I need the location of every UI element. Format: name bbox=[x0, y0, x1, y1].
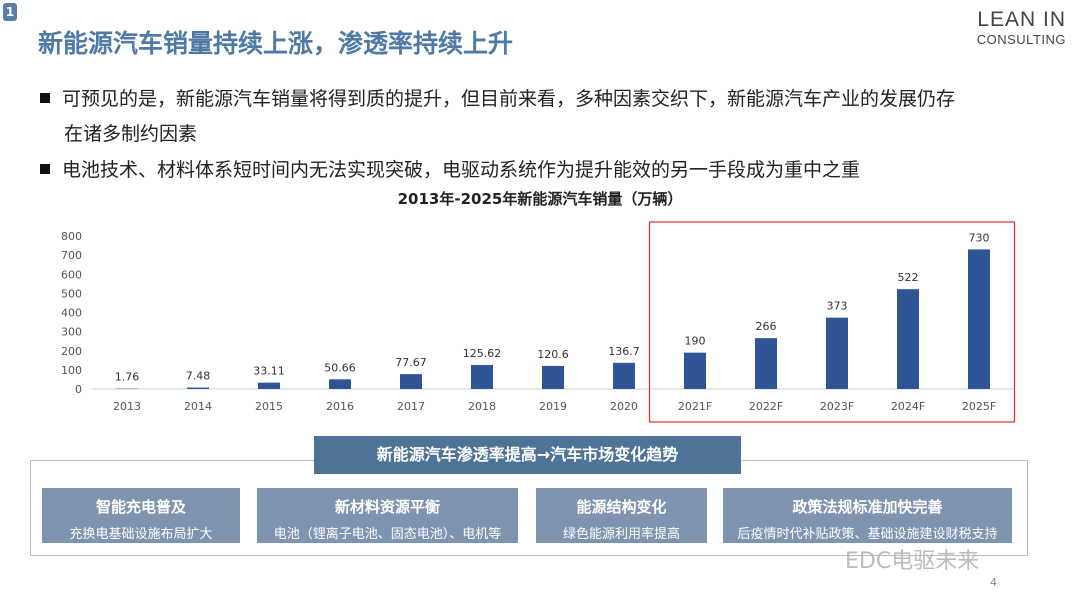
slide-title: 新能源汽车销量持续上涨，渗透率持续上升 bbox=[38, 29, 514, 58]
bar-2016 bbox=[329, 379, 351, 389]
bar-2014 bbox=[187, 387, 209, 389]
y-tick-label: 800 bbox=[61, 230, 82, 243]
data-label: 190 bbox=[685, 335, 706, 348]
bullet-text: 可预见的是，新能源汽车销量将得到质的提升，但目前来看，多种因素交织下，新能源汽车… bbox=[62, 88, 956, 110]
x-tick-label: 2014 bbox=[184, 400, 212, 413]
y-tick-label: 700 bbox=[61, 249, 82, 262]
bar-2025F bbox=[968, 249, 990, 389]
logo-line1: LEAN IN bbox=[977, 8, 1066, 31]
x-tick-label: 2023F bbox=[820, 400, 854, 413]
card-subtitle: 充换电基础设施布局扩大 bbox=[69, 527, 213, 542]
bar-2020 bbox=[613, 362, 635, 389]
y-tick-label: 400 bbox=[61, 307, 82, 320]
y-tick-label: 300 bbox=[61, 326, 82, 339]
x-tick-label: 2021F bbox=[678, 400, 712, 413]
x-tick-label: 2019 bbox=[539, 400, 567, 413]
card-title: 新材料资源平衡 bbox=[334, 498, 440, 516]
bar-2022F bbox=[755, 338, 777, 389]
card-title: 政策法规标准加快完善 bbox=[792, 498, 943, 516]
y-tick-label: 200 bbox=[61, 345, 82, 358]
logo: LEAN IN CONSULTING bbox=[977, 8, 1066, 47]
data-label: 266 bbox=[756, 320, 777, 333]
data-label: 1.76 bbox=[115, 371, 140, 384]
bullet-square-icon bbox=[40, 92, 50, 103]
watermark: EDC电驱未来 bbox=[845, 549, 980, 574]
data-label: 136.7 bbox=[608, 345, 640, 358]
slide-number-badge: 1 bbox=[3, 3, 17, 21]
x-tick-label: 2018 bbox=[468, 400, 496, 413]
bar-2023F bbox=[826, 317, 848, 389]
bullet-1: 可预见的是，新能源汽车销量将得到质的提升，但目前来看，多种因素交织下，新能源汽车… bbox=[40, 84, 955, 111]
x-tick-label: 2015 bbox=[255, 400, 283, 413]
forecast-highlight-box bbox=[648, 221, 1016, 423]
card-title: 能源结构变化 bbox=[576, 498, 667, 516]
trend-card: 能源结构变化 绿色能源利用率提高 bbox=[536, 488, 707, 543]
bar-2018 bbox=[471, 364, 493, 389]
bar-2017 bbox=[400, 374, 422, 389]
x-tick-label: 2016 bbox=[326, 400, 354, 413]
y-tick-label: 100 bbox=[61, 364, 82, 377]
y-tick-label: 0 bbox=[75, 383, 82, 396]
bullet-square-icon bbox=[40, 163, 50, 174]
x-tick-label: 2024F bbox=[891, 400, 925, 413]
card-title: 智能充电普及 bbox=[95, 498, 186, 516]
trend-card: 新材料资源平衡电池（锂离子电池、固态电池）、电机等 bbox=[257, 488, 518, 543]
card-subtitle: 后疫情时代补贴政策、基础设施建设财税支持 bbox=[737, 527, 998, 542]
y-tick-label: 600 bbox=[61, 268, 82, 281]
x-tick-label: 2025F bbox=[962, 400, 996, 413]
data-label: 522 bbox=[898, 271, 919, 284]
x-tick-label: 2017 bbox=[397, 400, 425, 413]
bullet-text: 电池技术、材料体系短时间内无法实现突破，电驱动系统作为提升能效的另一手段成为重中… bbox=[62, 159, 861, 181]
page-number: 4 bbox=[990, 576, 997, 589]
data-label: 33.11 bbox=[253, 365, 285, 378]
bullet-1-continued: 在诸多制约因素 bbox=[64, 123, 198, 145]
x-tick-label: 2022F bbox=[749, 400, 783, 413]
card-subtitle: 电池（锂离子电池、固态电池）、电机等 bbox=[273, 527, 502, 542]
data-label: 77.67 bbox=[395, 356, 427, 369]
card-subtitle: 绿色能源利用率提高 bbox=[562, 527, 680, 542]
data-label: 373 bbox=[827, 300, 848, 313]
data-label: 125.62 bbox=[463, 347, 502, 360]
x-tick-label: 2020 bbox=[610, 400, 638, 413]
data-label: 120.6 bbox=[537, 348, 569, 361]
bullet-2: 电池技术、材料体系短时间内无法实现突破，电驱动系统作为提升能效的另一手段成为重中… bbox=[40, 155, 860, 182]
trend-card: 政策法规标准加快完善后疫情时代补贴政策、基础设施建设财税支持 bbox=[723, 488, 1012, 543]
bar-chart: 0 100 200 300 400 500 600 700 800 1.76 2013 7.48 201… bbox=[61, 221, 1016, 423]
bar-2019 bbox=[542, 365, 564, 389]
bar-2021F bbox=[684, 352, 706, 389]
bar-2015 bbox=[258, 382, 280, 389]
data-label: 730 bbox=[969, 231, 990, 244]
logo-line2: CONSULTING bbox=[976, 32, 1066, 47]
y-tick-label: 500 bbox=[61, 287, 82, 300]
data-label: 50.66 bbox=[324, 361, 356, 374]
trend-card: 智能充电普及充换电基础设施布局扩大 bbox=[42, 488, 240, 543]
trends-header: 新能源汽车渗透率提高→汽车市场变化趋势 bbox=[314, 436, 741, 474]
data-label: 7.48 bbox=[186, 370, 211, 383]
bar-2024F bbox=[897, 289, 919, 389]
chart-title: 2013年-2025年新能源汽车销量（万辆） bbox=[397, 190, 683, 208]
x-tick-label: 2013 bbox=[113, 400, 141, 413]
